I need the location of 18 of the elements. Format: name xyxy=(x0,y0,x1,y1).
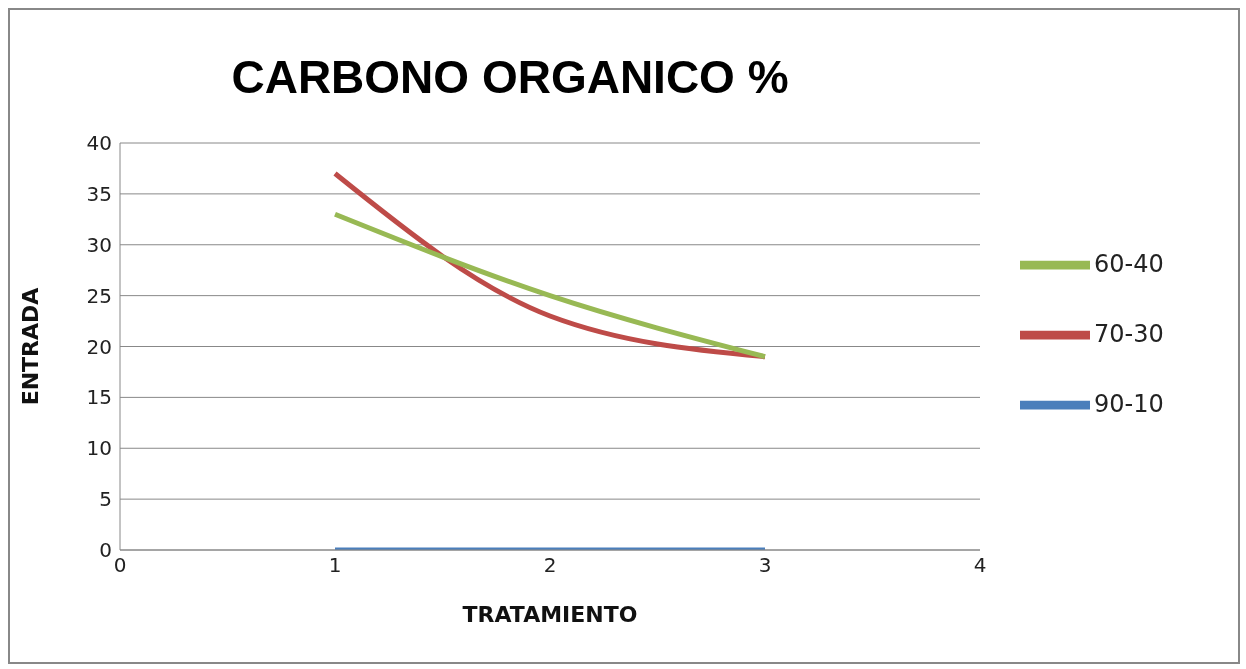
y-tick-label: 15 xyxy=(86,385,112,410)
y-tick-label: 10 xyxy=(86,436,112,461)
legend-label: 60-40 xyxy=(1094,250,1164,278)
x-axis-title: TRATAMIENTO xyxy=(462,602,638,627)
x-tick-label: 1 xyxy=(328,553,342,578)
y-tick-label: 5 xyxy=(99,487,112,512)
legend-label: 90-10 xyxy=(1094,390,1164,418)
y-tick-label: 35 xyxy=(86,181,112,206)
chart-title: CARBONO ORGANICO % xyxy=(230,50,790,104)
y-tick-label: 25 xyxy=(86,283,112,308)
x-tick-label: 4 xyxy=(973,553,987,578)
y-tick-label: 30 xyxy=(86,232,112,257)
legend-label: 70-30 xyxy=(1094,320,1164,348)
x-tick-label: 3 xyxy=(758,553,772,578)
y-tick-label: 40 xyxy=(86,131,112,156)
y-tick-label: 20 xyxy=(86,334,112,359)
y-axis-title: ENTRADA xyxy=(17,287,43,406)
x-tick-label: 2 xyxy=(543,553,557,578)
